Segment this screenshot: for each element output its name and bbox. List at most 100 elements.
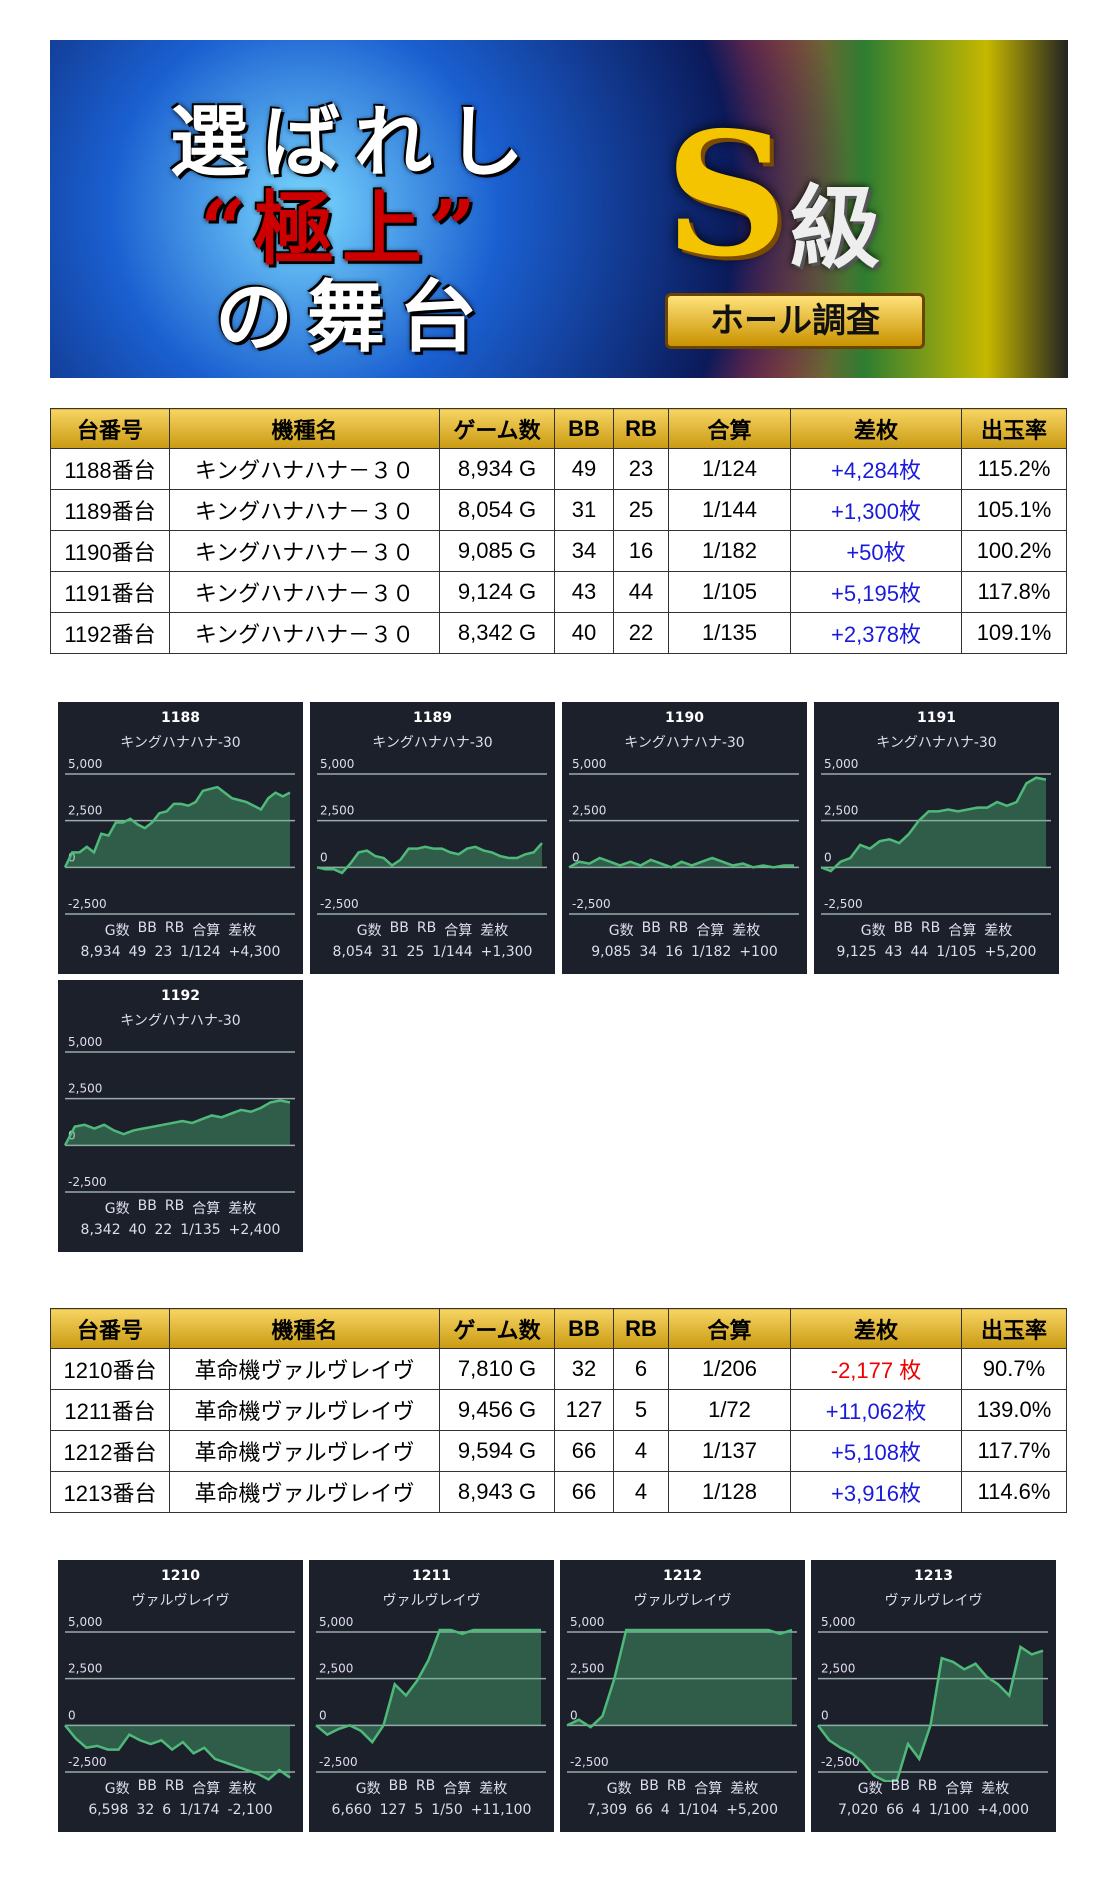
- profit-line: [63, 1099, 291, 1146]
- table-cell: -2,177 枚: [790, 1348, 962, 1390]
- banner-line2: “極上”: [200, 182, 485, 276]
- machine-name: キングハナハナ-30: [624, 735, 745, 751]
- machine-number: 1190: [665, 710, 704, 726]
- y-tick-label: 0: [319, 1708, 327, 1722]
- y-tick-label: -2,500: [319, 1755, 358, 1769]
- table-row: 1192番台 キングハナハナ－３０ 8,342 G 40 22 1/135 +2,378枚 1…: [50, 612, 1067, 654]
- area-fill: [821, 777, 1046, 872]
- machine-number: 1211: [412, 1568, 451, 1584]
- column-header: 差枚: [790, 408, 962, 449]
- machine-name: キングハナハナ-30: [120, 1013, 241, 1029]
- area-fill: [317, 843, 542, 873]
- stat-value: 6: [162, 1802, 172, 1818]
- y-tick-label: -2,500: [570, 1755, 609, 1769]
- table-cell: 革命機ヴァルヴレイヴ: [169, 1430, 440, 1472]
- stat-label: BB: [137, 920, 157, 936]
- table-cell: 1189番台: [50, 489, 170, 531]
- y-tick-label: 2,500: [824, 804, 858, 818]
- stat-value: 8,342: [80, 1222, 121, 1238]
- chart-plot: 5,000 2,500 0 -2,500: [63, 1035, 295, 1193]
- table-cell: 1/128: [668, 1471, 791, 1513]
- machine-name: ヴァルヴレイヴ: [382, 1593, 481, 1609]
- y-tick-label: 2,500: [821, 1662, 855, 1676]
- chart-card-1191: 1191 キングハナハナ-30 5,000 2,500 0 -2,500 G数 BB RB 合算差…: [814, 702, 1059, 974]
- area-fill: [567, 1630, 792, 1728]
- table-row: 1191番台 キングハナハナ－３０ 9,124 G 43 44 1/105 +5,195枚 1…: [50, 571, 1067, 613]
- machine-number: 1191: [917, 710, 956, 726]
- machine-number: 1188: [161, 710, 200, 726]
- stat-value: 1/182: [690, 944, 732, 960]
- stat-label: 差枚: [984, 923, 1013, 939]
- table-cell: 25: [613, 489, 669, 531]
- stat-value: 8,934: [80, 944, 121, 960]
- stat-label: RB: [415, 1778, 436, 1794]
- stat-label: BB: [893, 920, 913, 936]
- table-cell: 49: [554, 448, 614, 490]
- y-tick-label: -2,500: [68, 1175, 107, 1189]
- stat-label: BB: [639, 1778, 659, 1794]
- stat-value: 40: [128, 1222, 147, 1238]
- stat-value: 1/144: [432, 944, 473, 960]
- stat-value: 23: [154, 944, 173, 960]
- machine-name: ヴァルヴレイヴ: [131, 1593, 230, 1609]
- chart-plot: 5,000 2,500 0 -2,500: [566, 1615, 797, 1773]
- stat-label: 合算: [948, 923, 977, 939]
- stat-value: 1/174: [179, 1802, 220, 1818]
- table-row: 1212番台 革命機ヴァルヴレイヴ 9,594 G 66 4 1/137 +5,108枚 11…: [50, 1430, 1067, 1472]
- table-cell: 1/182: [668, 530, 791, 572]
- y-tick-label: 5,000: [68, 1615, 102, 1629]
- stat-value: 1/105: [936, 944, 977, 960]
- area-fill: [65, 787, 290, 868]
- column-header: BB: [554, 408, 614, 449]
- stat-value: 5: [414, 1802, 424, 1818]
- table-cell: 7,810 G: [439, 1348, 555, 1390]
- stat-value: +2,400: [228, 1222, 281, 1238]
- table-cell: 117.8%: [961, 571, 1067, 613]
- machine-number: 1213: [914, 1568, 953, 1584]
- stat-label: RB: [666, 1778, 687, 1794]
- stat-label: BB: [890, 1778, 910, 1794]
- stat-label: 合算: [444, 923, 473, 939]
- stat-label: G数: [356, 923, 382, 939]
- stat-label: G数: [860, 923, 886, 939]
- chart-plot: 5,000 2,500 0 -2,500: [315, 1615, 546, 1773]
- machine-name: キングハナハナ-30: [876, 735, 997, 751]
- table-cell: 43: [554, 571, 614, 613]
- stat-label: 合算: [945, 1781, 974, 1797]
- stat-label: 合算: [192, 1781, 221, 1797]
- chart-card-1192: 1192 キングハナハナ-30 5,000 2,500 0 -2,500 G数 BB RB 合算差…: [58, 980, 303, 1252]
- table-cell: 100.2%: [961, 530, 1067, 572]
- table-cell: 127: [554, 1389, 614, 1431]
- table-cell: 革命機ヴァルヴレイヴ: [169, 1389, 440, 1431]
- stat-value: 7,020: [837, 1802, 879, 1818]
- table-cell: +1,300枚: [790, 489, 962, 531]
- hero-banner: 選ばれし “極上” の舞台 S 級 ホール調査: [50, 40, 1068, 378]
- table-cell: 4: [613, 1471, 669, 1513]
- stat-label: G数: [104, 1201, 130, 1217]
- table-cell: 109.1%: [961, 612, 1067, 654]
- stat-label: BB: [641, 920, 661, 936]
- y-tick-label: 5,000: [572, 757, 606, 771]
- table-cell: 8,054 G: [439, 489, 555, 531]
- y-tick-label: -2,500: [320, 897, 359, 911]
- table-cell: キングハナハナ－３０: [169, 612, 440, 654]
- stat-value: 32: [136, 1802, 155, 1818]
- column-header: 差枚: [790, 1308, 962, 1349]
- chart-card-1210: 1210 ヴァルヴレイヴ 5,000 2,500 0 -2,500 G数 BB RB 合算 差枚 6,…: [58, 1560, 303, 1832]
- stat-label: 合算: [443, 1781, 472, 1797]
- chart-plot: 5,000 2,500 0 -2,500: [316, 757, 547, 915]
- stat-label: 合算: [696, 923, 725, 939]
- table-cell: 1212番台: [50, 1430, 170, 1472]
- table-cell: 1/124: [668, 448, 791, 490]
- stat-value: 25: [406, 944, 425, 960]
- banner-line3: の舞台: [215, 272, 492, 363]
- table-row: 1189番台 キングハナハナ－３０ 8,054 G 31 25 1/144 +1,300枚 1…: [50, 489, 1067, 531]
- table-cell: 9,456 G: [439, 1389, 555, 1431]
- stat-value: 16: [665, 944, 683, 960]
- table-cell: 105.1%: [961, 489, 1067, 531]
- stat-value: 6,598: [88, 1802, 129, 1818]
- stat-label: BB: [388, 1778, 408, 1794]
- chart-plot: 5,000 2,500 0 -2,500: [817, 1615, 1048, 1782]
- area-fill: [316, 1630, 541, 1743]
- table-cell: 1/144: [668, 489, 791, 531]
